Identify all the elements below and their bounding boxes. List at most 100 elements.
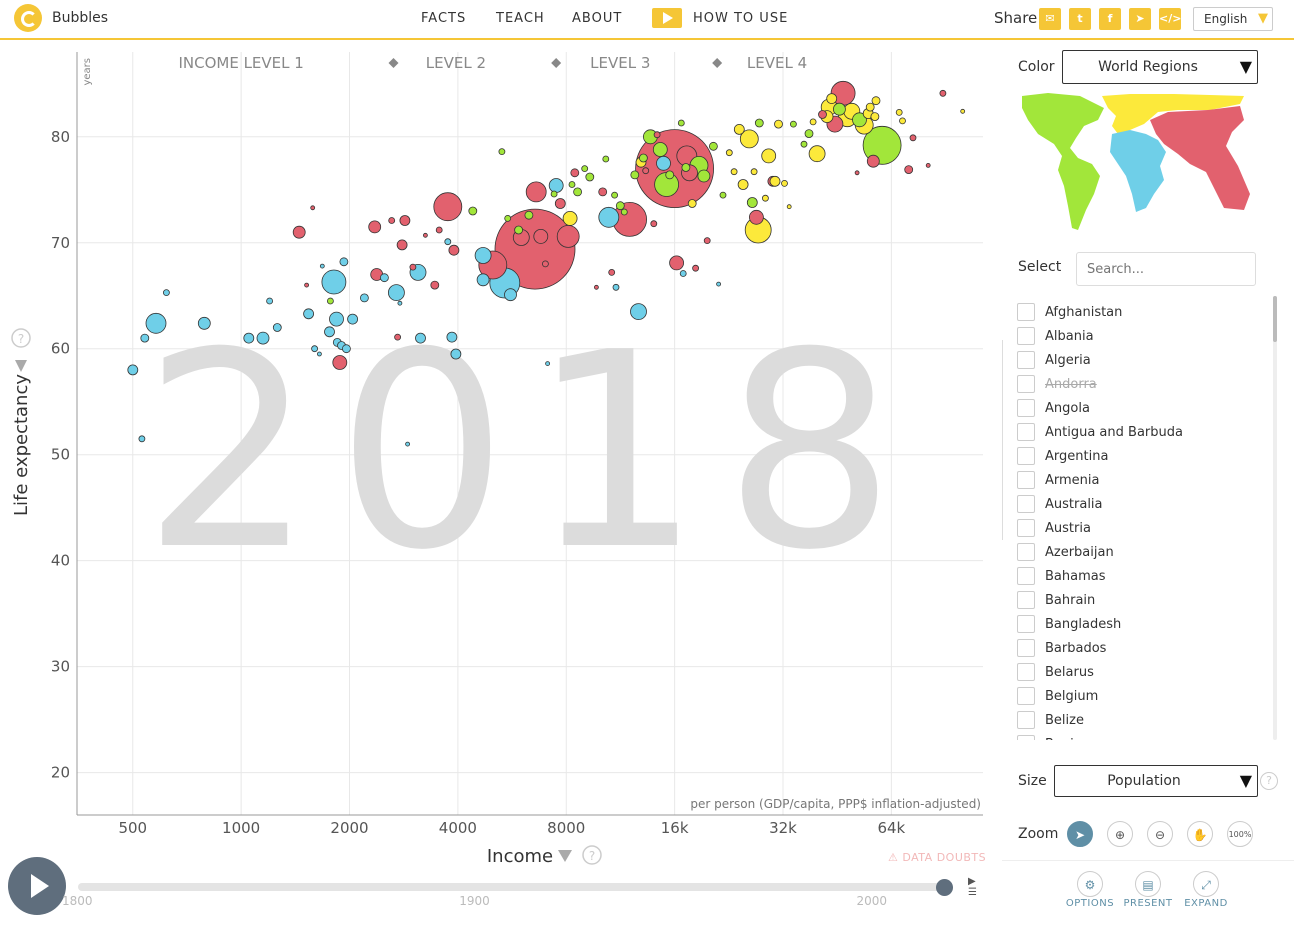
speed-control-icon[interactable]: ▶ ☰ — [968, 876, 977, 898]
data-bubble[interactable] — [639, 153, 648, 163]
data-bubble[interactable] — [733, 123, 745, 135]
data-bubble[interactable] — [341, 344, 351, 354]
data-bubble[interactable] — [716, 281, 721, 287]
share-telegram-icon[interactable]: ➤ — [1129, 8, 1151, 30]
data-bubble[interactable] — [598, 206, 620, 228]
data-bubble[interactable] — [397, 300, 403, 306]
data-bubble[interactable] — [737, 179, 749, 190]
map-asia[interactable] — [1150, 106, 1250, 210]
data-bubble[interactable] — [568, 181, 576, 188]
country-checkbox[interactable] — [1017, 663, 1035, 681]
world-regions-map[interactable] — [1018, 90, 1258, 232]
data-bubble[interactable] — [620, 208, 628, 216]
country-checkbox[interactable] — [1017, 591, 1035, 609]
country-checkbox[interactable] — [1017, 735, 1035, 740]
data-bubble[interactable] — [762, 194, 769, 202]
data-bubble[interactable] — [311, 345, 319, 353]
country-item[interactable]: Angola — [1016, 396, 1270, 420]
data-bubble[interactable] — [324, 326, 335, 338]
data-bubble[interactable] — [379, 273, 389, 283]
data-bubble[interactable] — [697, 169, 711, 183]
data-doubts-link[interactable]: ⚠ DATA DOUBTS — [888, 851, 986, 864]
data-bubble[interactable] — [368, 220, 382, 234]
data-bubble[interactable] — [650, 220, 658, 228]
zoom-reset-button[interactable]: 100% — [1227, 821, 1253, 847]
data-bubble[interactable] — [709, 141, 718, 151]
data-bubble[interactable] — [870, 112, 880, 121]
data-bubble[interactable] — [140, 333, 150, 343]
data-bubble[interactable] — [602, 155, 610, 163]
data-bubble[interactable] — [399, 215, 411, 226]
language-select[interactable]: English ▼ — [1193, 7, 1273, 31]
data-bubble[interactable] — [871, 96, 881, 106]
data-bubble[interactable] — [332, 355, 348, 370]
country-item[interactable]: Afghanistan — [1016, 300, 1270, 324]
data-bubble[interactable] — [422, 232, 428, 238]
data-bubble[interactable] — [556, 224, 580, 248]
data-bubble[interactable] — [450, 348, 462, 360]
data-bubble[interactable] — [525, 181, 547, 203]
brand-title[interactable]: Bubbles — [52, 10, 109, 26]
data-bubble[interactable] — [679, 270, 687, 277]
country-checkbox[interactable] — [1017, 543, 1035, 561]
data-bubble[interactable] — [316, 351, 322, 357]
data-bubble[interactable] — [448, 244, 460, 256]
country-item[interactable]: Azerbaijan — [1016, 540, 1270, 564]
scrollbar-thumb[interactable] — [1273, 296, 1277, 342]
data-bubble[interactable] — [692, 264, 699, 272]
data-bubble[interactable] — [504, 214, 512, 222]
country-item[interactable]: Antigua and Barbuda — [1016, 420, 1270, 444]
data-bubble[interactable] — [790, 120, 797, 128]
map-europe[interactable] — [1102, 94, 1244, 134]
data-bubble[interactable] — [739, 129, 759, 149]
play-button[interactable] — [8, 857, 66, 915]
data-bubble[interactable] — [809, 118, 817, 126]
data-bubble[interactable] — [243, 332, 255, 344]
data-bubble[interactable] — [904, 165, 914, 175]
data-bubble[interactable] — [754, 118, 764, 128]
data-bubble[interactable] — [652, 142, 668, 157]
country-item[interactable]: Australia — [1016, 492, 1270, 516]
cursor-arrow-icon[interactable]: ➤ — [1067, 821, 1093, 847]
data-bubble[interactable] — [554, 198, 566, 209]
present-icon[interactable]: ▤ — [1135, 871, 1161, 897]
data-bubble[interactable] — [329, 311, 344, 327]
data-bubble[interactable] — [769, 175, 781, 187]
data-bubble[interactable] — [630, 170, 640, 180]
size-dropdown[interactable]: Population ▼ — [1054, 765, 1258, 797]
country-item[interactable]: Belize — [1016, 708, 1270, 732]
data-bubble[interactable] — [347, 313, 359, 325]
data-bubble[interactable] — [388, 217, 396, 224]
share-email-icon[interactable]: ✉ — [1039, 8, 1061, 30]
data-bubble[interactable] — [444, 238, 452, 246]
data-bubble[interactable] — [653, 131, 661, 139]
country-item[interactable]: Bangladesh — [1016, 612, 1270, 636]
data-bubble[interactable] — [808, 145, 826, 163]
data-bubble[interactable] — [630, 303, 647, 321]
data-bubble[interactable] — [818, 110, 827, 119]
map-americas[interactable] — [1022, 93, 1104, 230]
country-item[interactable]: Belgium — [1016, 684, 1270, 708]
data-bubble[interactable] — [359, 293, 369, 303]
options-gear-icon[interactable]: ⚙ — [1077, 871, 1103, 897]
data-bubble[interactable] — [866, 154, 880, 168]
data-bubble[interactable] — [656, 155, 671, 171]
data-bubble[interactable] — [585, 172, 595, 182]
timeline-handle[interactable] — [936, 879, 953, 896]
data-bubble[interactable] — [703, 237, 711, 245]
data-bubble[interactable] — [545, 361, 550, 367]
map-africa[interactable] — [1110, 130, 1166, 212]
country-checkbox[interactable] — [1017, 687, 1035, 705]
data-bubble[interactable] — [611, 191, 618, 199]
country-item[interactable]: Belarus — [1016, 660, 1270, 684]
data-bubble[interactable] — [145, 312, 167, 334]
country-checkbox[interactable] — [1017, 471, 1035, 489]
data-bubble[interactable] — [746, 197, 758, 208]
data-bubble[interactable] — [476, 273, 490, 287]
options-button[interactable]: OPTIONS — [1065, 898, 1115, 909]
nav-about[interactable]: ABOUT — [572, 11, 623, 26]
data-bubble[interactable] — [304, 282, 310, 288]
country-item[interactable]: Albania — [1016, 324, 1270, 348]
country-checkbox[interactable] — [1017, 375, 1035, 393]
country-checkbox[interactable] — [1017, 399, 1035, 417]
